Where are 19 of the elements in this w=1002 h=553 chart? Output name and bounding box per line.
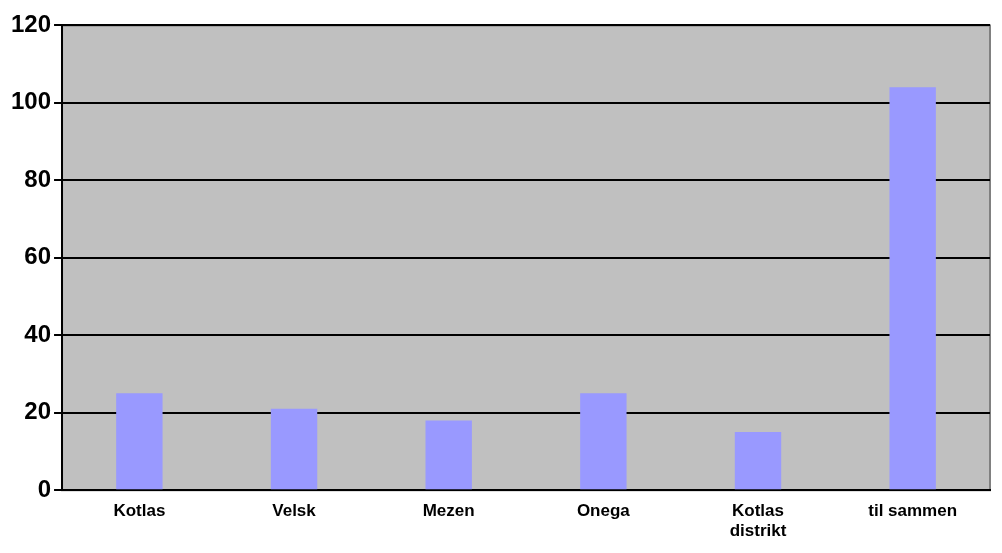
bar <box>116 393 163 490</box>
x-tick-label: Onega <box>576 501 631 521</box>
x-tick-label: til sammen <box>868 501 958 521</box>
x-tick-label: Velsk <box>272 501 317 521</box>
y-tick-label: 0 <box>37 474 52 502</box>
x-tick-label: Kotlas distrikt <box>729 501 787 541</box>
bar <box>425 420 472 490</box>
y-tick-label: 40 <box>24 319 52 347</box>
y-tick-label: 120 <box>11 10 52 38</box>
y-tick-label: 100 <box>11 87 52 115</box>
x-tick-label: Kotlas <box>113 501 166 521</box>
y-tick-label: 20 <box>24 397 52 425</box>
bar <box>270 408 318 490</box>
y-tick-label: 80 <box>24 164 52 192</box>
bar <box>734 432 782 490</box>
bar <box>580 393 627 490</box>
bar <box>889 87 936 490</box>
y-tick-label: 60 <box>24 242 52 270</box>
x-tick-label: Mezen <box>422 501 475 521</box>
